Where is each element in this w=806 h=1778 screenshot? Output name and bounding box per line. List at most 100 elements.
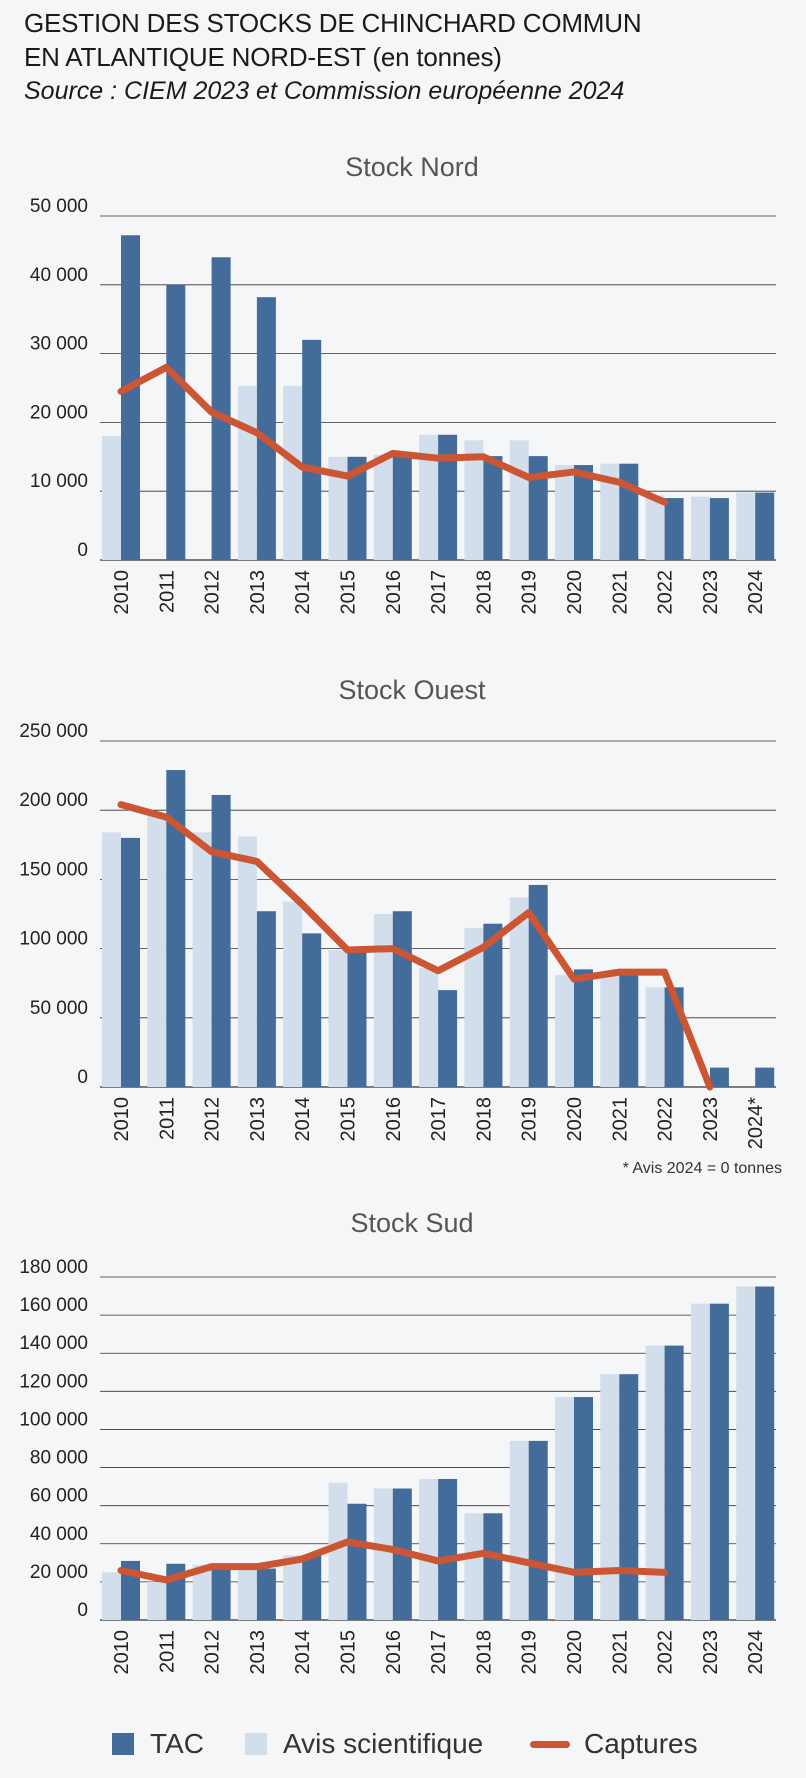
legend-label-captures: Captures <box>584 1728 698 1759</box>
chart1-ytick-label: 50 000 <box>30 196 88 217</box>
chart3-bar-tac <box>709 1303 729 1620</box>
chart3-bar-avis <box>645 1345 665 1620</box>
chart1-bar-tac <box>347 456 367 560</box>
chart2-bar-avis <box>555 974 574 1087</box>
chart1-bar-avis <box>419 434 439 560</box>
chart3-bar-avis <box>600 1374 620 1620</box>
chart3-bar-avis <box>419 1478 439 1620</box>
chart2-bar-avis <box>509 897 529 1087</box>
chart1-bar-tac <box>121 235 140 560</box>
page-title: GESTION DES STOCKS DE CHINCHARD COMMUN E… <box>24 6 794 74</box>
chart2-bar-tac <box>392 911 412 1087</box>
chart1-ytick-label: 20 000 <box>30 402 88 423</box>
legend-item-avis: Avis scientifique <box>245 1728 483 1760</box>
chart2-xtick-label: 2020 <box>564 1097 586 1142</box>
chart2-bar-tac <box>256 911 276 1087</box>
source-note: Source : CIEM 2023 et Commission europée… <box>24 77 625 105</box>
chart3-xtick-label: 2020 <box>564 1630 586 1675</box>
legend-item-captures: Captures <box>530 1728 698 1760</box>
chart1-bar-avis <box>509 440 529 560</box>
chart3-bar-tac <box>438 1478 458 1620</box>
chart3-xtick-label: 2023 <box>700 1630 722 1675</box>
chart2-xtick-label: 2022 <box>655 1097 677 1142</box>
chart1-xtick-label: 2017 <box>428 570 450 615</box>
chart1-xtick-label: 2024 <box>745 570 767 615</box>
chart3-ytick-label: 20 000 <box>30 1562 88 1583</box>
chart1-ytick-label: 30 000 <box>30 334 88 355</box>
chart1-bar-avis <box>328 456 348 560</box>
charts-area: Stock Nord 0 10 000 20 000 30 000 40 000 50 00… <box>19 152 782 1675</box>
chart3-bar-tac <box>528 1440 548 1620</box>
chart1-xtick-label: 2023 <box>700 570 722 615</box>
chart1-xtick-label: 2014 <box>292 570 314 615</box>
chart3-xtick-label: 2012 <box>202 1630 224 1675</box>
chart2-line-captures <box>117 801 714 1091</box>
chart1-xtick-label: 2020 <box>564 570 586 615</box>
chart1-bar-tac <box>619 463 639 560</box>
chart2-xtick-label: 2014 <box>292 1097 314 1142</box>
chart3-ytick-label: 140 000 <box>19 1333 88 1354</box>
chart2-xtick-label: 2023 <box>700 1097 722 1142</box>
chart2-xtick-label: 2016 <box>383 1097 405 1142</box>
chart3-bar-tac <box>302 1555 322 1620</box>
chart1-ytick-label: 0 <box>77 540 88 561</box>
chart1-xtick-label: 2012 <box>202 570 224 615</box>
chart1-bar-tac <box>664 498 684 560</box>
chart3-bar-tac <box>755 1286 775 1620</box>
chart2-xtick-label: 2011 <box>156 1097 178 1140</box>
chart1-bar-tac <box>302 339 322 560</box>
chart2-bar-avis <box>645 987 665 1087</box>
chart2-ytick-label: 50 000 <box>30 998 88 1019</box>
chart1-xtick-label: 2010 <box>111 570 133 615</box>
chart3-ytick-label: 0 <box>77 1600 88 1621</box>
chart1-bar-tac <box>392 451 412 560</box>
chart2-bar-tac <box>619 974 639 1087</box>
chart3-xtick-label: 2019 <box>519 1630 541 1675</box>
chart2-bar-avis <box>419 967 439 1087</box>
chart1-title: Stock Nord <box>345 152 479 182</box>
chart1-bar-tac <box>755 492 775 560</box>
chart1-ytick-label: 40 000 <box>30 265 88 286</box>
chart1-bar-avis <box>645 495 665 560</box>
chart1-ytick-label: 10 000 <box>30 471 88 492</box>
chart3-ytick-label: 100 000 <box>19 1409 88 1430</box>
chart2-xtick-label: 2024* <box>745 1097 767 1149</box>
chart2-bar-avis <box>464 927 484 1087</box>
chart1-bar-avis <box>102 436 121 560</box>
chart1-bar-avis <box>736 492 756 560</box>
chart2-bar-tac <box>347 947 367 1087</box>
chart2-bar-avis <box>600 974 620 1087</box>
title-line-1: GESTION DES STOCKS DE CHINCHARD COMMUN <box>24 8 642 38</box>
chart2-xtick-label: 2015 <box>338 1097 360 1142</box>
legend-item-tac: TAC <box>112 1728 204 1760</box>
chart2-bar-avis <box>237 836 257 1087</box>
chart3-xtick-label: 2010 <box>111 1630 133 1675</box>
header: GESTION DES STOCKS DE CHINCHARD COMMUN E… <box>24 6 794 108</box>
title-line-2: EN ATLANTIQUE NORD-EST (en tonnes) <box>24 40 794 74</box>
chart1-bar-tac <box>438 434 458 560</box>
legend-swatch-avis <box>245 1733 267 1755</box>
chart2-title: Stock Ouest <box>338 675 486 705</box>
chart2-bar-tac <box>302 933 322 1087</box>
chart2-bar-avis <box>328 949 348 1087</box>
chart3-bar-avis <box>555 1397 574 1620</box>
chart1-bar-tac <box>483 456 503 560</box>
chart3-bar-avis <box>102 1572 121 1620</box>
chart3-bar-avis <box>509 1440 529 1620</box>
chart3-ytick-label: 120 000 <box>19 1371 88 1392</box>
chart2-xtick-label: 2021 <box>609 1097 631 1142</box>
chart3-xtick-label: 2013 <box>247 1630 269 1675</box>
chart2-xtick-label: 2017 <box>428 1097 450 1142</box>
chart3-bar-avis <box>192 1564 212 1620</box>
title-line-2-main: EN ATLANTIQUE NORD-EST <box>24 42 366 72</box>
chart1-xtick-label: 2021 <box>609 570 631 615</box>
chart3-ytick-label: 180 000 <box>19 1257 88 1278</box>
chart2-bar-tac <box>483 923 503 1087</box>
chart1-xtick-label: 2013 <box>247 570 269 615</box>
legend-label-avis: Avis scientifique <box>283 1728 484 1759</box>
chart3-xtick-label: 2022 <box>655 1630 677 1675</box>
chart2-bar-avis <box>283 901 303 1087</box>
chart3-bar-tac <box>574 1397 593 1620</box>
chart1-bar-avis <box>600 463 620 560</box>
chart1-bar-tac <box>256 297 276 560</box>
